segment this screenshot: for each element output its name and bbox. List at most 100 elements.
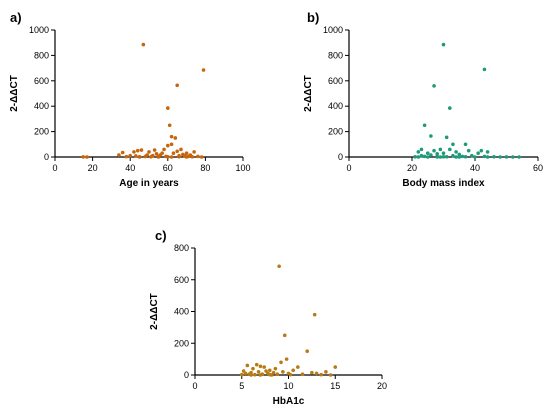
data-point [175, 149, 179, 154]
x-tick-label: 80 [200, 163, 210, 173]
data-point [485, 150, 490, 154]
y-axis-title: 2-ΔΔCT [9, 75, 20, 112]
x-tick-label: 10 [283, 381, 293, 391]
data-point [291, 368, 295, 373]
y-tick-label: 200 [34, 127, 49, 137]
data-point [454, 155, 458, 159]
data-point [201, 68, 206, 72]
data-point [504, 155, 509, 159]
y-axis-title: 2-ΔΔCT [303, 75, 314, 112]
data-point [268, 372, 272, 377]
y-tick-label: 600 [34, 76, 49, 86]
data-point [300, 372, 305, 377]
x-axis-title: HbA1c [273, 396, 305, 407]
data-point [184, 151, 189, 155]
data-point [310, 370, 314, 375]
data-point [166, 154, 170, 159]
data-point [425, 151, 430, 155]
data-point [470, 153, 474, 158]
data-point [199, 155, 204, 159]
data-point [451, 153, 455, 158]
data-point [435, 155, 440, 159]
data-point [444, 135, 449, 140]
panel-label: c) [155, 228, 167, 243]
data-point [419, 153, 424, 158]
x-tick-label: 100 [235, 163, 250, 173]
data-point [517, 155, 521, 159]
data-point [167, 123, 172, 128]
data-point [288, 372, 293, 377]
data-point [482, 67, 487, 72]
x-tick-label: 20 [407, 163, 417, 173]
data-point [275, 372, 280, 377]
scatter-panel-a: a) 0 200 400 600 800 1000 0 20 40 60 80 100 Age in ye… [9, 10, 251, 189]
data-point [314, 371, 319, 376]
data-point [444, 154, 449, 159]
x-tick-label: 60 [533, 163, 543, 173]
data-point [454, 150, 458, 154]
y-tick-label: 0 [338, 152, 343, 162]
data-point [422, 154, 427, 159]
data-point [429, 153, 433, 157]
data-point [451, 142, 455, 147]
data-point [498, 155, 503, 159]
data-point [485, 155, 490, 159]
data-point [312, 312, 317, 317]
data-point [251, 366, 255, 371]
data-point [273, 366, 278, 371]
scatter-panel-c: c) 0 200 400 600 800 0 5 10 15 20 HbA1c 2-ΔΔCT [149, 228, 387, 407]
y-tick-label: 400 [328, 101, 343, 111]
y-tick-label: 400 [174, 307, 189, 317]
data-point [243, 371, 248, 376]
y-tick-label: 600 [174, 275, 189, 285]
y-tick-label: 1000 [29, 25, 49, 35]
data-point [256, 370, 261, 374]
y-tick-label: 600 [328, 76, 343, 86]
x-tick-label: 40 [470, 163, 480, 173]
data-point [137, 155, 142, 159]
data-point [281, 370, 285, 374]
y-tick-label: 200 [174, 338, 189, 348]
data-point [448, 106, 452, 110]
data-point [463, 142, 468, 147]
data-point [192, 150, 196, 154]
data-point [416, 150, 421, 154]
data-point [441, 42, 446, 47]
data-point [438, 155, 443, 159]
data-point [253, 372, 257, 377]
data-point [156, 155, 161, 159]
data-point [190, 154, 195, 159]
data-point [473, 155, 477, 159]
data-point [258, 373, 263, 377]
x-tick-label: 0 [52, 163, 57, 173]
data-point [476, 151, 480, 155]
data-point [154, 152, 159, 156]
data-point [245, 363, 250, 368]
data-point [175, 83, 179, 88]
data-point [141, 42, 146, 47]
x-axis-title: Age in years [119, 178, 179, 189]
y-tick-label: 1000 [323, 25, 343, 35]
x-tick-label: 5 [239, 381, 244, 391]
data-point [466, 148, 471, 153]
data-point [296, 365, 300, 369]
data-point [416, 155, 421, 159]
data-point [139, 148, 144, 152]
x-tick-label: 60 [163, 163, 173, 173]
data-point [333, 365, 338, 369]
data-point [305, 349, 310, 353]
data-point [171, 151, 176, 155]
data-point [457, 152, 462, 157]
data-point [147, 150, 151, 154]
data-point [169, 155, 174, 159]
x-tick-label: 0 [192, 381, 197, 391]
data-point [279, 360, 283, 365]
data-point [117, 153, 121, 157]
data-point [284, 357, 289, 361]
y-tick-label: 800 [174, 243, 189, 253]
x-axis-title: Body mass index [402, 178, 485, 189]
y-tick-label: 0 [184, 370, 189, 380]
data-point [81, 155, 85, 159]
data-point [258, 364, 263, 369]
